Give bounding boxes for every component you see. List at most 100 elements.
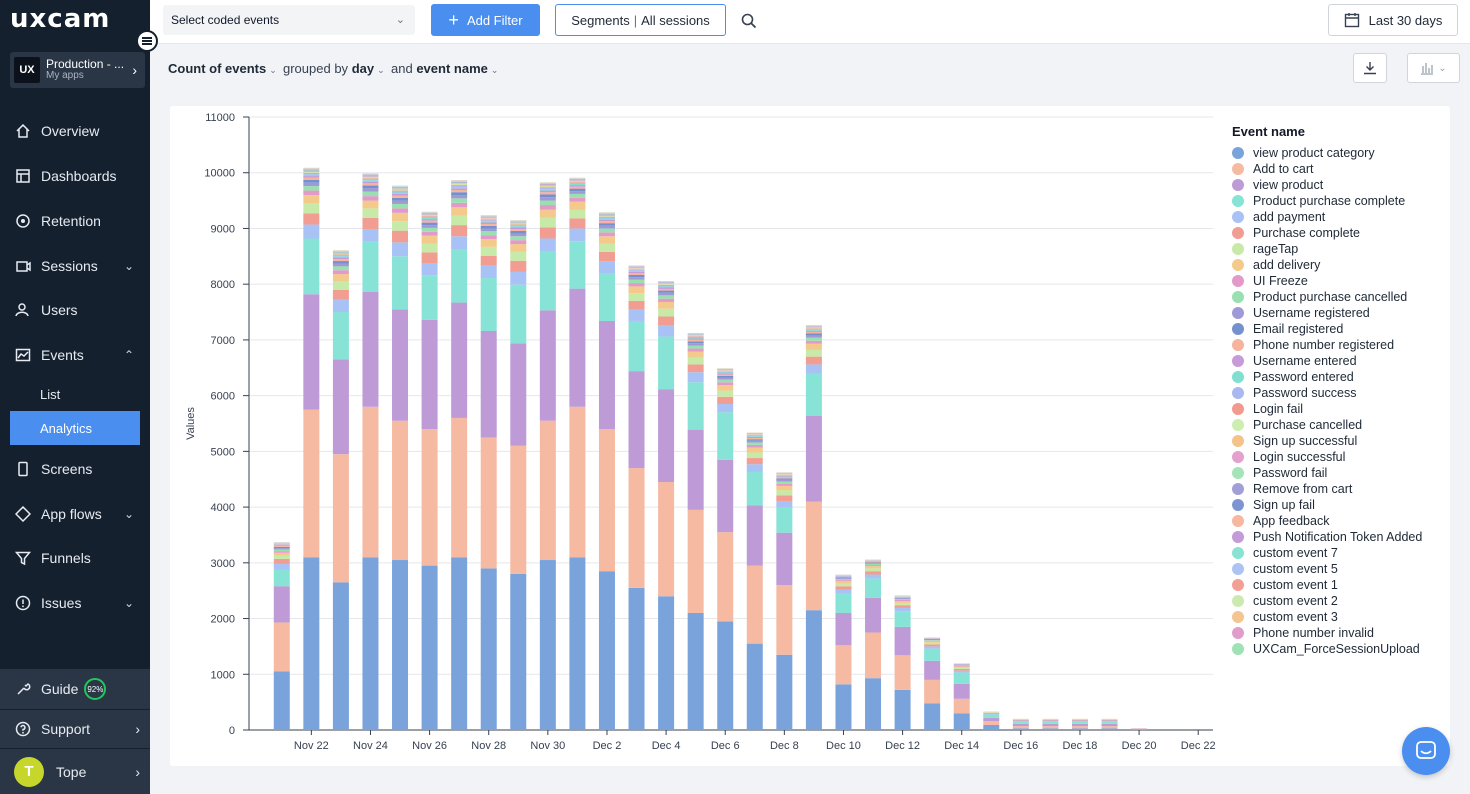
bar-segment [569, 185, 586, 187]
bar-segment [953, 713, 970, 730]
sidebar-item-users[interactable]: Users [0, 292, 150, 328]
legend-item[interactable]: Phone number registered [1232, 337, 1447, 353]
date-range-button[interactable]: Last 30 days [1328, 4, 1458, 36]
sidebar-item-issues[interactable]: Issues ⌄ [0, 585, 150, 621]
breakdown-selector[interactable]: and event name ⌄ [391, 61, 498, 76]
sidebar-item-events[interactable]: Events ⌃ [0, 337, 150, 373]
legend-item[interactable]: Push Notification Token Added [1232, 529, 1447, 545]
add-filter-button[interactable]: + Add Filter [431, 4, 540, 36]
bar-segment [480, 231, 497, 236]
legend-item[interactable]: Login successful [1232, 449, 1447, 465]
legend-swatch [1232, 323, 1244, 335]
legend-item[interactable]: rageTap [1232, 241, 1447, 257]
bar-segment [1012, 721, 1029, 724]
bar-segment [717, 403, 734, 413]
bar-segment [451, 185, 468, 187]
bar-segment [894, 607, 911, 612]
y-tick-label: 9000 [211, 223, 235, 235]
bar-segment [805, 330, 822, 332]
bar-segment [805, 343, 822, 350]
y-tick-label: 0 [229, 725, 235, 737]
bar-segment [1101, 718, 1118, 720]
legend-item[interactable]: Password success [1232, 385, 1447, 401]
sidebar-item-sessions[interactable]: Sessions ⌄ [0, 248, 150, 284]
collapse-sidebar-button[interactable] [136, 30, 158, 52]
legend-label: Purchase complete [1253, 226, 1361, 240]
dashboard-icon [14, 167, 32, 185]
bar-segment [658, 288, 675, 291]
legend-item[interactable]: Purchase complete [1232, 225, 1447, 241]
bar-segment [598, 215, 615, 216]
sidebar-item-overview[interactable]: Overview [0, 113, 150, 149]
bar-segment [598, 251, 615, 262]
bar-segment [451, 202, 468, 208]
bar-segment [273, 551, 290, 553]
legend-item[interactable]: Username registered [1232, 305, 1447, 321]
sidebar-subitem-list[interactable]: List [40, 386, 61, 402]
chat-support-button[interactable] [1402, 727, 1450, 775]
legend-item[interactable]: App feedback [1232, 513, 1447, 529]
legend-item[interactable]: UXCam_ForceSessionUpload [1232, 641, 1447, 657]
support-button[interactable]: Support › [0, 710, 150, 748]
legend-item[interactable]: Login fail [1232, 401, 1447, 417]
bar-segment [332, 582, 349, 730]
legend-item[interactable]: view product [1232, 177, 1447, 193]
sidebar-item-retention[interactable]: Retention [0, 203, 150, 239]
app-switcher[interactable]: UX Production - ... My apps › [10, 52, 145, 88]
legend-item[interactable]: add delivery [1232, 257, 1447, 273]
sidebar-item-funnels[interactable]: Funnels [0, 540, 150, 576]
bar-segment [717, 382, 734, 386]
legend-item[interactable]: custom event 7 [1232, 545, 1447, 561]
legend-label: Product purchase complete [1253, 194, 1406, 208]
legend-item[interactable]: Password entered [1232, 369, 1447, 385]
legend-item[interactable]: Remove from cart [1232, 481, 1447, 497]
sidebar-subitem-analytics[interactable]: Analytics [10, 411, 140, 445]
bar-segment [628, 271, 645, 274]
chart-type-selector[interactable]: ⌄ [1407, 53, 1460, 83]
bar-segment [894, 597, 911, 599]
user-menu[interactable]: T Tope › [0, 749, 150, 794]
bar-segment [273, 544, 290, 546]
search-icon[interactable] [740, 12, 758, 35]
bar-segment [569, 182, 586, 184]
bar-segment [687, 335, 704, 337]
sidebar-item-app-flows[interactable]: App flows ⌄ [0, 496, 150, 532]
bar-segment [894, 611, 911, 627]
legend-item[interactable]: custom event 5 [1232, 561, 1447, 577]
guide-button[interactable]: Guide 92% [0, 669, 150, 709]
legend-item[interactable]: custom event 3 [1232, 609, 1447, 625]
legend-item[interactable]: custom event 2 [1232, 593, 1447, 609]
legend-item[interactable]: add payment [1232, 209, 1447, 225]
legend-item[interactable]: Add to cart [1232, 161, 1447, 177]
legend-item[interactable]: Product purchase complete [1232, 193, 1447, 209]
legend-item[interactable]: Purchase cancelled [1232, 417, 1447, 433]
legend-item[interactable]: Sign up successful [1232, 433, 1447, 449]
legend-item[interactable]: UI Freeze [1232, 273, 1447, 289]
download-button[interactable] [1353, 53, 1387, 83]
bar-segment [628, 269, 645, 270]
bar-segment [362, 229, 379, 242]
sidebar-item-dashboards[interactable]: Dashboards [0, 158, 150, 194]
bar-segment [480, 239, 497, 247]
metric-selector[interactable]: Count of events ⌄ [168, 61, 277, 76]
bar-segment [303, 172, 320, 173]
legend-item[interactable]: custom event 1 [1232, 577, 1447, 593]
group-by-selector[interactable]: grouped by day ⌄ [283, 61, 385, 76]
breakdown-prefix: and [391, 61, 413, 76]
legend-item[interactable]: Sign up fail [1232, 497, 1447, 513]
legend-item[interactable]: Product purchase cancelled [1232, 289, 1447, 305]
legend-item[interactable]: Email registered [1232, 321, 1447, 337]
uxcam-logo[interactable]: uxcam [10, 4, 111, 34]
bar-segment [480, 228, 497, 232]
segments-button[interactable]: Segments | All sessions [555, 4, 726, 36]
legend-item[interactable]: Password fail [1232, 465, 1447, 481]
bar-segment [421, 219, 438, 221]
sidebar-item-screens[interactable]: Screens [0, 451, 150, 487]
legend-item[interactable]: Phone number invalid [1232, 625, 1447, 641]
bar-segment [658, 284, 675, 285]
legend-item[interactable]: Username entered [1232, 353, 1447, 369]
screens-icon [14, 460, 32, 478]
bar-segment [717, 396, 734, 404]
legend-item[interactable]: view product category [1232, 145, 1447, 161]
select-events-dropdown[interactable]: Select coded events ⌄ [163, 5, 415, 35]
